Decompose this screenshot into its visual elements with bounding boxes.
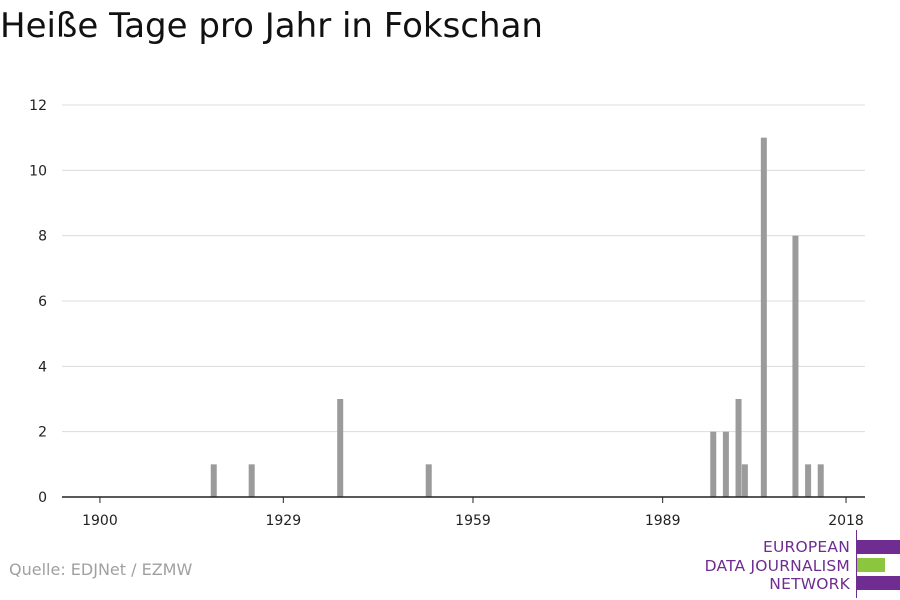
bar-2014 (817, 464, 824, 497)
y-tick-label: 4 (38, 359, 47, 375)
source-note: Quelle: EDJNet / EZMW (9, 560, 193, 579)
x-tick-label: 2018 (828, 513, 864, 529)
y-tick-label: 8 (38, 229, 47, 245)
chart-title: Heiße Tage pro Jahr in Fokschan (0, 6, 543, 46)
logo-bar-purple-top (857, 540, 900, 554)
bar-1997 (710, 431, 717, 497)
bar-1952 (425, 464, 432, 497)
bar-chart: 0 2 4 6 8 10 12 1900 1929 1959 1989 2018 (29, 98, 865, 529)
logo-bar-green (857, 558, 885, 572)
logo-bar-purple-bottom (857, 576, 900, 590)
bar-1999 (722, 431, 729, 497)
x-tick-label: 1929 (265, 513, 301, 529)
bar-1924 (248, 464, 255, 497)
y-tick-label: 10 (29, 163, 47, 179)
logo-line-2: DATA JOURNALISM (704, 557, 850, 575)
bar-1918 (210, 464, 217, 497)
bar-2002 (741, 464, 748, 497)
x-tick-label: 1900 (82, 513, 118, 529)
bars (210, 137, 824, 497)
y-axis-ticks: 0 2 4 6 8 10 12 (29, 98, 47, 506)
edjnet-logo: EUROPEAN DATA JOURNALISM NETWORK (690, 530, 900, 598)
x-tick-label: 1959 (455, 513, 491, 529)
bar-2010 (792, 235, 799, 497)
y-tick-label: 0 (38, 490, 47, 506)
logo-divider (856, 530, 857, 598)
gridlines (62, 104, 865, 433)
logo-line-1: EUROPEAN (762, 538, 850, 556)
bar-2001 (735, 399, 742, 497)
y-tick-label: 2 (38, 425, 47, 441)
logo-line-3: NETWORK (769, 575, 850, 593)
y-tick-label: 6 (38, 294, 47, 310)
bar-2005 (760, 137, 767, 497)
x-axis: 1900 1929 1959 1989 2018 (62, 496, 865, 529)
x-tick-label: 1989 (645, 513, 681, 529)
bar-2012 (805, 464, 812, 497)
y-tick-label: 12 (29, 98, 47, 114)
bar-1938 (337, 399, 344, 497)
